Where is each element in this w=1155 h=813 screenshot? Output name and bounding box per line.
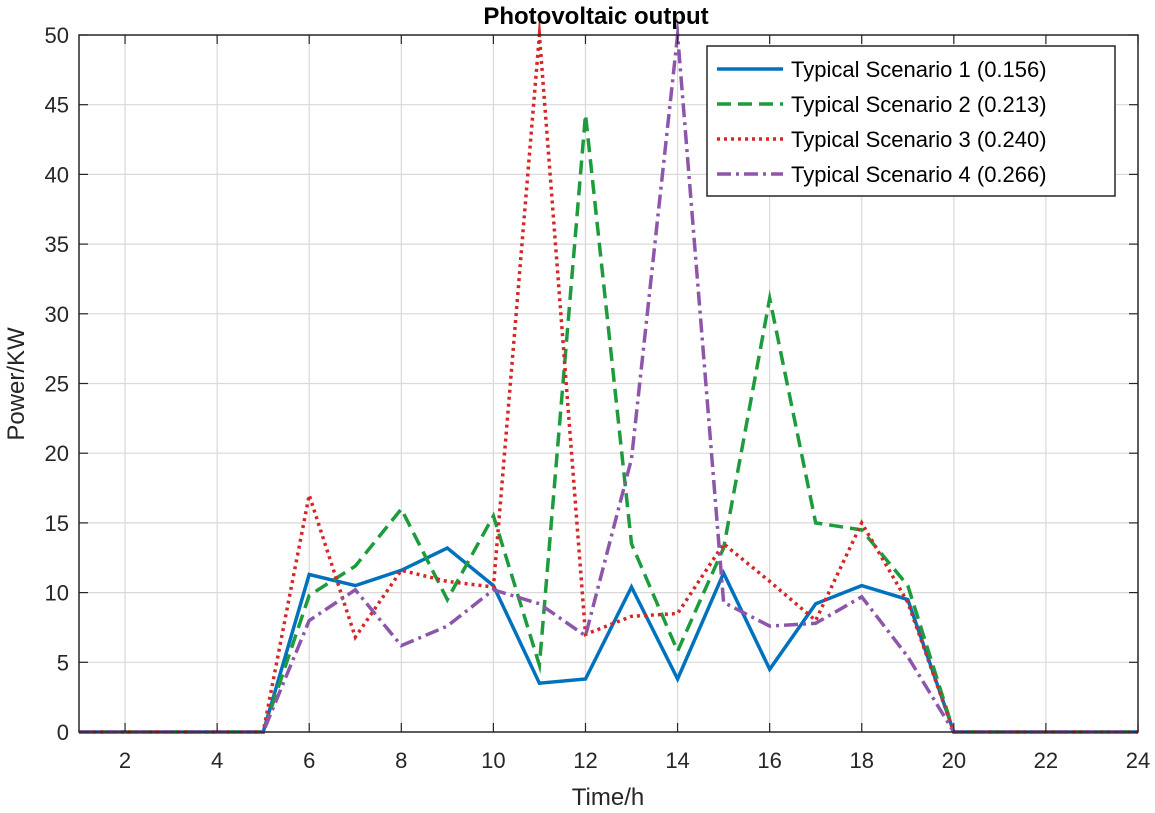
legend-label-2: Typical Scenario 2 (0.213) bbox=[791, 92, 1047, 117]
x-axis-label: Time/h bbox=[572, 784, 644, 811]
x-tick-label: 8 bbox=[395, 748, 407, 773]
x-tick-label: 12 bbox=[573, 748, 597, 773]
legend-label-4: Typical Scenario 4 (0.266) bbox=[791, 162, 1047, 187]
y-tick-label: 45 bbox=[45, 93, 69, 118]
legend: Typical Scenario 1 (0.156) Typical Scenar… bbox=[706, 45, 1116, 197]
x-tick-label: 2 bbox=[119, 748, 131, 773]
y-tick-label: 5 bbox=[57, 650, 69, 675]
y-tick-label: 30 bbox=[45, 302, 69, 327]
legend-label-1: Typical Scenario 1 (0.156) bbox=[791, 57, 1047, 82]
y-axis-label: Power/KW bbox=[3, 327, 30, 441]
y-tick-label: 25 bbox=[45, 372, 69, 397]
x-tick-label: 14 bbox=[665, 748, 689, 773]
y-tick-label: 40 bbox=[45, 162, 69, 187]
y-tick-label: 20 bbox=[45, 441, 69, 466]
x-tick-label: 6 bbox=[303, 748, 315, 773]
y-tick-label: 10 bbox=[45, 581, 69, 606]
y-tick-label: 50 bbox=[45, 23, 69, 48]
x-tick-label: 20 bbox=[942, 748, 966, 773]
y-tick-label: 15 bbox=[45, 511, 69, 536]
x-tick-label: 10 bbox=[481, 748, 505, 773]
legend-box bbox=[706, 45, 1116, 197]
x-tick-label: 22 bbox=[1034, 748, 1058, 773]
x-tick-label: 16 bbox=[757, 748, 781, 773]
legend-label-3: Typical Scenario 3 (0.240) bbox=[791, 127, 1047, 152]
legend-items: Typical Scenario 1 (0.156) Typical Scenar… bbox=[717, 57, 1047, 187]
chart-title: Photovoltaic output bbox=[483, 3, 708, 30]
y-tick-label: 0 bbox=[57, 720, 69, 745]
x-tick-label: 18 bbox=[849, 748, 873, 773]
series-line-1 bbox=[79, 545, 1138, 734]
y-tick-label: 35 bbox=[45, 232, 69, 257]
x-tick-label: 24 bbox=[1126, 748, 1150, 773]
series-line-2 bbox=[79, 96, 1138, 734]
x-tick-label: 4 bbox=[211, 748, 223, 773]
axis-ticks bbox=[79, 34, 1139, 733]
